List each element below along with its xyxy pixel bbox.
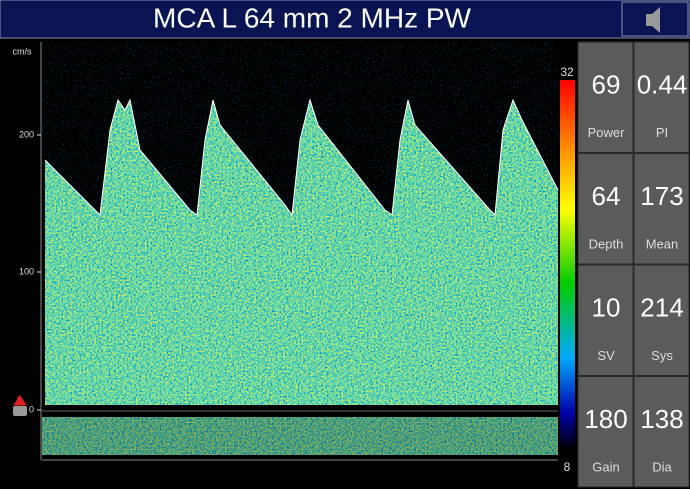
scale-min: 8 [564,460,571,474]
speaker-icon [646,7,660,33]
baseline-handle[interactable] [13,406,27,416]
metric-value: 180 [584,404,627,434]
metric-cell [633,264,690,376]
metric-cell [633,376,690,488]
axis-label: 100 [19,266,34,276]
metric-label: PI [656,125,668,140]
scale-max: 32 [560,65,574,79]
envelope-trace [44,98,559,217]
axis-label: 0 [29,404,34,414]
metric-value: 0.44 [637,69,688,99]
metrics-panel: 69 Power 0.44 PI 64 Depth 173 Mean 10 SV 214 Sys 180… [577,41,690,488]
metric-cell [633,41,690,153]
metric-cell [577,153,634,265]
metric-value: 69 [592,69,621,99]
header-title: MCA L 64 mm 2 MHz PW [153,2,471,33]
reverse-flow [42,417,558,455]
header-bar [0,0,690,39]
metric-value: 138 [640,404,683,434]
metric-cell [577,376,634,488]
metric-value: 214 [640,292,683,322]
metric-label: Power [588,125,626,140]
color-scale [560,80,575,450]
metric-label: Sys [651,348,673,363]
axis-label: 200 [19,129,34,139]
metric-label: Gain [592,459,619,474]
metric-cell [633,153,690,265]
metric-label: SV [597,348,615,363]
metric-value: 173 [640,181,683,211]
metric-value: 10 [592,292,621,322]
metric-label: Depth [589,236,624,251]
metric-value: 64 [592,181,621,211]
baseline-marker[interactable] [13,395,27,406]
metric-label: Mean [646,236,679,251]
axis-unit: cm/s [13,46,32,56]
metric-cell [577,41,634,153]
metric-label: Dia [652,459,672,474]
metric-cell [577,264,634,376]
